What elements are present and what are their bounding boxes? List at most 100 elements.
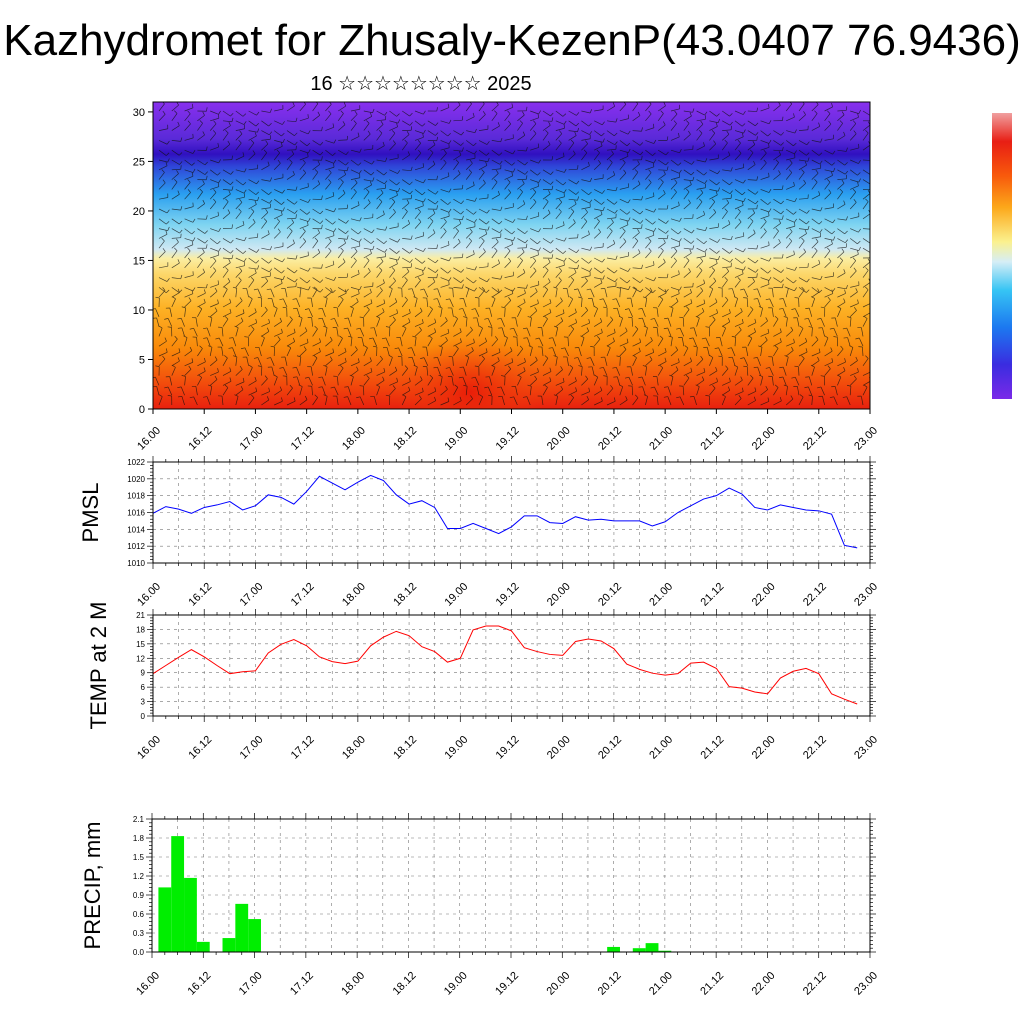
pmsl-xtick-label: 19.12 [494,581,522,609]
pmsl-xtick-label: 22.12 [801,581,829,609]
heatmap-xtick-label: 16.12 [186,425,214,453]
temp-xtick-label: 16.12 [186,734,214,762]
heatmap-ytick-label: 15 [133,255,145,267]
heatmap-ytick-label: 5 [139,354,145,366]
pmsl-ylabel: PMSL [78,483,103,543]
heatmap-xtick-label: 17.12 [289,425,317,453]
precip-bar [632,948,646,952]
precip-frame [151,818,871,953]
pmsl-xtick-label: 17.00 [238,581,266,609]
temp-ytick-label: 9 [141,669,146,678]
precip-ytick-label: 0.0 [133,948,145,957]
precip-bar [171,836,185,952]
heatmap-ytick-label: 20 [133,206,145,218]
precip-panel: 0.0 0.3 0.6 0.9 1.2 1.5 1.8 2.1 16.00 16.12 17.00 1… [80,813,880,998]
temp-ytick-label: 12 [136,654,145,663]
pmsl-xtick-label: 16.12 [186,581,214,609]
precip-bar [248,919,261,952]
temp-ylabel: TEMP at 2 M [86,602,111,730]
precip-xtick-label: 19.12 [493,970,521,998]
temp-frame [152,614,871,717]
heatmap-ytick-label: 10 [133,305,145,317]
temp-xtick-label: 17.00 [238,734,266,762]
precip-xtick-label: 20.12 [596,970,624,998]
pmsl-panel: 1010 1012 1014 1016 1018 1020 1022 16.00 16.12 17… [78,456,880,609]
pmsl-xtick-label: 22.00 [750,581,778,609]
pmsl-xtick-label: 18.00 [340,581,368,609]
precip-ytick-label: 0.6 [133,910,145,919]
precip-ylabel: PRECIP, mm [80,822,105,950]
colorbar-bar [992,113,1012,399]
precip-xtick-label: 20.00 [544,970,572,998]
heatmap-xtick-label: 17.00 [238,425,266,453]
pmsl-xtick-label: 20.12 [596,581,624,609]
temp-xtick-label: 21.12 [699,734,727,762]
heatmap-xtick-label: 21.12 [699,425,727,453]
precip-xtick-label: 21.00 [647,970,675,998]
temp-xtick-label: 23.00 [852,734,880,762]
temp-xtick-label: 21.00 [647,734,675,762]
pmsl-ytick-label: 1020 [127,475,145,484]
temp-xtick-label: 18.12 [391,734,419,762]
precip-bar [196,941,210,952]
heatmap-ytick-label: 0 [139,404,145,416]
precip-grid [152,819,870,952]
heatmap-xtick-label: 18.12 [391,425,419,453]
precip-bar [222,938,236,952]
precip-bar [658,950,672,952]
precip-bar [607,946,620,952]
pmsl-xtick-label: 23.00 [852,581,880,609]
temp-xtick-label: 22.00 [750,734,778,762]
heatmap-ytick-label: 30 [133,107,145,119]
temp-xtick-label: 16.00 [135,734,163,762]
heatmap-ytick-label: 25 [133,156,145,168]
precip-xtick-label: 18.00 [339,970,367,998]
temp-ytick-label: 21 [136,611,145,620]
pmsl-xtick-label: 21.00 [647,581,675,609]
pmsl-ytick-label: 1016 [127,509,145,518]
pmsl-ytick-label: 1012 [127,542,145,551]
pmsl-series-line [152,474,858,549]
temp-xtick-label: 22.12 [801,734,829,762]
height-time-heatmap: 0 5 10 15 20 25 30 16.00 16.12 17.00 17.12 18.00 18.… [133,101,880,453]
precip-bar [645,943,659,952]
pmsl-frame [152,461,871,564]
pmsl-xtick-label: 18.12 [391,581,419,609]
temp-xtick-label: 18.00 [340,734,368,762]
precip-ytick-label: 0.9 [133,891,145,900]
temp-ytick-label: 18 [136,625,145,634]
chart-title: Kazhydromet for Zhusaly-KezenP(43.0407 7… [3,16,1021,65]
pmsl-ytick-label: 1022 [127,458,145,467]
temp-ytick-label: 15 [136,640,145,649]
wind-barbs [153,102,870,406]
temp-ytick-label: 3 [141,698,146,707]
pmsl-xtick-label: 20.00 [545,581,573,609]
temp-xtick-label: 19.00 [442,734,470,762]
temp-panel: 0 3 6 9 12 15 18 21 16.00 16.12 17.00 17.12 18.00 18.… [86,602,880,762]
precip-ytick-label: 2.1 [133,815,145,824]
pmsl-grid [153,462,870,563]
heatmap-xtick-label: 22.12 [801,425,829,453]
temp-grid [153,615,870,716]
temp-xtick-label: 19.12 [494,734,522,762]
temp-ytick-label: 0 [141,712,146,721]
heatmap-xtick-label: 20.12 [596,425,624,453]
pmsl-ytick-label: 1010 [127,559,145,568]
pmsl-xtick-label: 17.12 [289,581,317,609]
heatmap-xtick-label: 19.00 [442,425,470,453]
precip-xtick-label: 21.12 [698,970,726,998]
temp-ytick-label: 6 [141,683,146,692]
temp-xtick-label: 20.12 [596,734,624,762]
precip-ytick-label: 0.3 [133,929,145,938]
heatmap-xtick-label: 16.00 [135,425,163,453]
precip-xtick-label: 22.12 [801,970,829,998]
heatmap-xtick-label: 22.00 [750,425,778,453]
pmsl-xtick-label: 16.00 [135,581,163,609]
precip-ytick-label: 1.8 [133,834,145,843]
precip-ytick-label: 1.5 [133,853,145,862]
heatmap-xtick-label: 20.00 [545,425,573,453]
precip-bar [158,887,172,952]
precip-bar [235,903,249,952]
pmsl-ytick-label: 1018 [127,492,145,501]
